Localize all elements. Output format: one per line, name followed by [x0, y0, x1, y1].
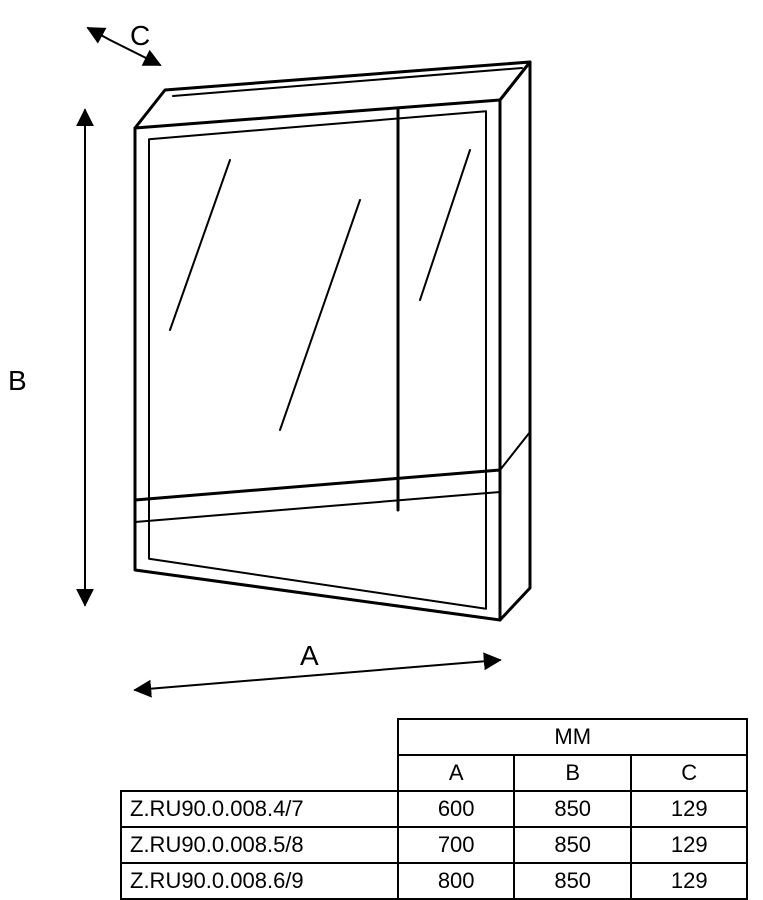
table-col-c: C — [631, 755, 747, 791]
table-row: Z.RU90.0.008.4/7 600 850 129 — [121, 791, 747, 827]
cabinet-diagram — [0, 0, 763, 720]
table-cell-a: 700 — [398, 827, 514, 863]
table-corner-blank — [121, 719, 398, 755]
table-cell-c: 129 — [631, 791, 747, 827]
table-cell-model: Z.RU90.0.008.5/8 — [121, 827, 398, 863]
table-cell-model: Z.RU90.0.008.6/9 — [121, 863, 398, 899]
table-cell-c: 129 — [631, 827, 747, 863]
dimension-label-a: A — [300, 640, 319, 672]
dimension-table: MM A B C Z.RU90.0.008.4/7 600 850 129 Z.… — [120, 718, 748, 900]
table-cell-b: 850 — [514, 791, 632, 827]
table-cell-b: 850 — [514, 863, 632, 899]
table-header-unit: MM — [398, 719, 747, 755]
table-cell-a: 800 — [398, 863, 514, 899]
table-cell-b: 850 — [514, 827, 632, 863]
table-col-b: B — [514, 755, 632, 791]
table-corner-blank — [121, 755, 398, 791]
table-cell-model: Z.RU90.0.008.4/7 — [121, 791, 398, 827]
table-cell-c: 129 — [631, 863, 747, 899]
dimension-label-c: C — [130, 20, 150, 52]
table-cell-a: 600 — [398, 791, 514, 827]
dimension-label-b: B — [8, 365, 27, 397]
table-row: Z.RU90.0.008.5/8 700 850 129 — [121, 827, 747, 863]
table-row: Z.RU90.0.008.6/9 800 850 129 — [121, 863, 747, 899]
table-col-a: A — [398, 755, 514, 791]
